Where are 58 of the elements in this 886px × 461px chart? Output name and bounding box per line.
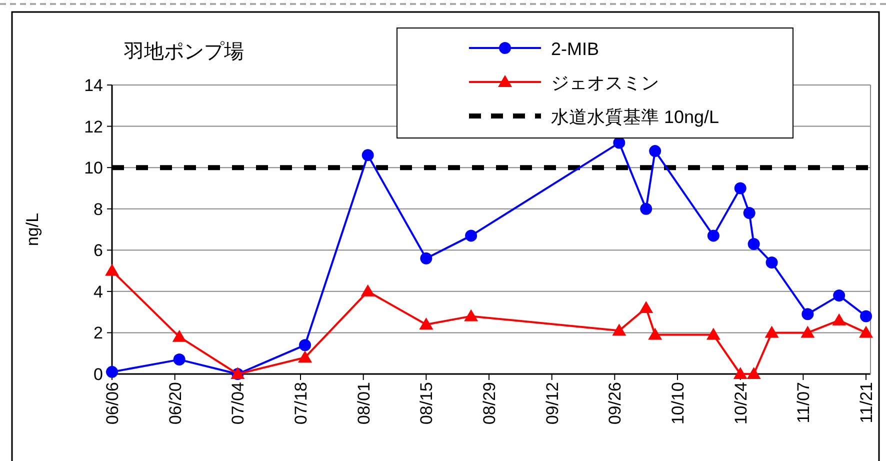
- point: [746, 367, 761, 379]
- point: [800, 326, 815, 338]
- point: [743, 206, 756, 219]
- y-tick-label: 2: [94, 324, 103, 343]
- x-tick-label: 10/24: [731, 382, 750, 425]
- y-tick-label: 14: [84, 76, 103, 95]
- x-tick-label: 08/15: [417, 382, 436, 425]
- x-tick-label: 09/26: [606, 382, 625, 425]
- y-tick-label: 6: [94, 241, 103, 260]
- point: [360, 284, 375, 296]
- point: [639, 300, 654, 313]
- point: [464, 309, 478, 322]
- point: [860, 310, 872, 322]
- x-tick-label: 07/04: [228, 382, 248, 425]
- point: [707, 230, 720, 242]
- point: [612, 324, 626, 336]
- x-tick-label: 06/20: [166, 382, 185, 425]
- point: [734, 182, 746, 194]
- x-tick-label: 08/29: [480, 382, 500, 425]
- point: [465, 230, 478, 242]
- legend-label: ジェオスミン: [551, 73, 659, 93]
- y-tick-label: 10: [84, 158, 103, 178]
- point: [420, 252, 432, 264]
- x-tick-label: 07/18: [292, 382, 311, 425]
- point: [832, 313, 846, 326]
- point: [733, 367, 748, 379]
- legend-label: 2-MIB: [551, 39, 600, 59]
- point: [173, 354, 186, 366]
- point: [172, 330, 186, 342]
- point: [362, 149, 374, 162]
- y-tick-label: 4: [94, 282, 103, 302]
- chart-title: 羽地ポンプ場: [123, 41, 244, 63]
- y-tick-label: 0: [94, 365, 103, 384]
- point: [706, 328, 720, 340]
- x-tick-label: 08/01: [354, 382, 374, 425]
- point: [766, 256, 778, 269]
- point: [298, 339, 311, 352]
- x-tick-label: 11/07: [794, 382, 814, 424]
- legend-label: 水道水質基準 10ng/L: [551, 107, 720, 127]
- y-tick-label: 12: [84, 117, 103, 136]
- point: [648, 328, 662, 340]
- x-tick-label: 10/10: [668, 382, 688, 425]
- y-tick-label: 8: [94, 200, 103, 219]
- x-tick-label: 06/06: [103, 382, 122, 425]
- x-tick-label: 09/12: [542, 382, 562, 425]
- point: [419, 317, 434, 330]
- point: [859, 326, 874, 338]
- x-tick-label: 11/21: [857, 382, 876, 424]
- y-axis-title: ng/L: [23, 212, 42, 246]
- point: [649, 145, 662, 158]
- point: [764, 326, 779, 338]
- point: [802, 308, 814, 320]
- point: [106, 366, 118, 378]
- point: [833, 290, 846, 302]
- point: [298, 350, 312, 362]
- point: [748, 238, 760, 250]
- point: [105, 264, 119, 276]
- point: [640, 202, 652, 215]
